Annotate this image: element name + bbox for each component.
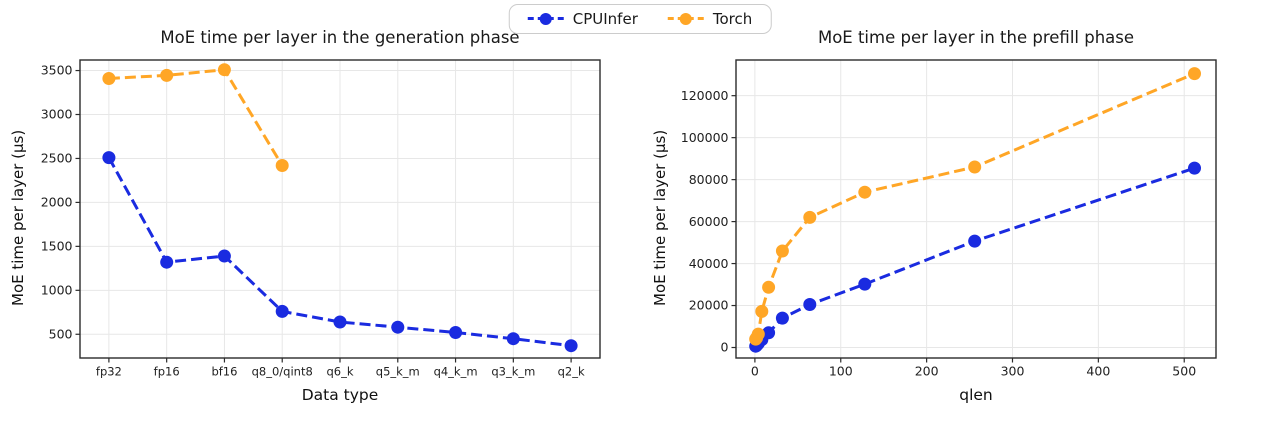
generation-plot-area: fp32 fp16 bf16 q8_0/qint8 q6_k q5_k_m q4_k_m q3… (41, 59, 601, 379)
generation-chart-title: MoE time per layer in the generation pha… (160, 28, 520, 47)
tick-labels: 0 100 200 300 400 500 0 20000 40000 60000 80000 100… (681, 88, 1196, 379)
svg-text:bf16: bf16 (211, 365, 237, 379)
svg-text:q6_k: q6_k (326, 365, 353, 379)
svg-text:q8_0/qint8: q8_0/qint8 (252, 365, 313, 379)
axes-box (735, 59, 1217, 359)
generation-phase-chart: MoE time per layer in the generation pha… (0, 26, 648, 408)
torch-line-marker-icon (667, 12, 704, 26)
series-torch (749, 67, 1201, 346)
svg-text:80000: 80000 (689, 172, 729, 187)
prefill-plot-area: 0 100 200 300 400 500 0 20000 40000 60000 80000 100… (681, 59, 1217, 379)
tick-labels: fp32 fp16 bf16 q8_0/qint8 q6_k q5_k_m q4_k_m q3… (41, 63, 585, 379)
series-torch (102, 63, 289, 172)
svg-text:500: 500 (49, 326, 73, 341)
svg-text:2500: 2500 (41, 151, 73, 166)
svg-text:1500: 1500 (41, 239, 73, 254)
svg-text:200: 200 (915, 364, 939, 379)
svg-text:400: 400 (1086, 364, 1110, 379)
legend-label-cpuinfer: CPUInfer (572, 10, 638, 28)
svg-text:0: 0 (721, 340, 729, 355)
grid-lines (736, 60, 1216, 358)
svg-text:q2_k: q2_k (558, 365, 585, 379)
cpuinfer-line-marker-icon (527, 12, 564, 26)
svg-text:300: 300 (1001, 364, 1025, 379)
prefill-y-axis-label: MoE time per layer (µs) (651, 129, 669, 307)
charts-row: MoE time per layer in the generation pha… (0, 26, 1274, 408)
svg-text:100000: 100000 (681, 130, 729, 145)
svg-text:60000: 60000 (689, 214, 729, 229)
generation-plot-wrap: MoE time per layer (µs) fp32 fp16 bf16 q8_0… (6, 52, 648, 384)
svg-text:20000: 20000 (689, 298, 729, 313)
tick-marks (731, 95, 1185, 363)
grid-lines (80, 60, 600, 358)
legend-item-cpuinfer: CPUInfer (527, 10, 638, 28)
svg-text:100: 100 (829, 364, 853, 379)
svg-text:2000: 2000 (41, 195, 73, 210)
series-cpuinfer (749, 161, 1201, 353)
svg-text:40000: 40000 (689, 256, 729, 271)
svg-text:fp16: fp16 (154, 365, 180, 379)
svg-text:120000: 120000 (681, 88, 729, 103)
svg-text:0: 0 (751, 364, 759, 379)
legend-label-torch: Torch (712, 10, 753, 28)
prefill-x-axis-label: qlen (959, 386, 993, 404)
prefill-chart-title: MoE time per layer in the prefill phase (817, 28, 1135, 47)
tick-marks (75, 69, 572, 363)
generation-x-axis-label: Data type (301, 386, 379, 404)
prefill-plot-wrap: MoE time per layer (µs) 0 100 200 300 400 500… (648, 52, 1274, 384)
svg-text:q4_k_m: q4_k_m (434, 365, 478, 379)
svg-text:1000: 1000 (41, 283, 73, 298)
svg-text:3000: 3000 (41, 107, 73, 122)
svg-text:q3_k_m: q3_k_m (491, 365, 535, 379)
svg-text:q5_k_m: q5_k_m (376, 365, 420, 379)
generation-y-axis-label: MoE time per layer (µs) (9, 129, 27, 307)
svg-text:3500: 3500 (41, 63, 73, 78)
legend-item-torch: Torch (667, 10, 753, 28)
svg-text:500: 500 (1172, 364, 1196, 379)
series-cpuinfer (102, 151, 578, 353)
svg-text:fp32: fp32 (96, 365, 122, 379)
legend: CPUInfer Torch (508, 4, 772, 34)
prefill-phase-chart: MoE time per layer in the prefill phase … (648, 26, 1274, 408)
